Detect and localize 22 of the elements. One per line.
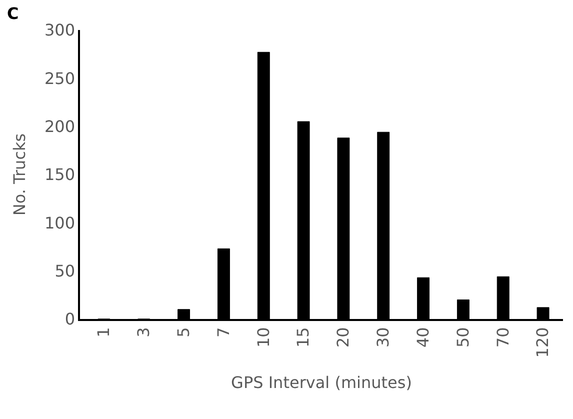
x-tick-label: 120	[533, 327, 552, 358]
x-tick-label: 10	[254, 327, 273, 348]
y-tick-label: 250	[44, 68, 76, 88]
x-tick-label: 7	[214, 327, 233, 338]
x-tick-label: 20	[334, 327, 353, 348]
y-tick-label: 0	[64, 310, 76, 329]
y-tick-label: 300	[44, 20, 76, 40]
x-tick-label: 40	[413, 327, 432, 348]
x-tick-label: 15	[294, 327, 313, 348]
x-tick-label: 5	[174, 327, 193, 338]
y-tick-label: 200	[44, 116, 76, 136]
x-axis-title: GPS Interval (minutes)	[231, 372, 412, 392]
x-tick-label: 30	[374, 327, 393, 348]
x-tick-label: 50	[453, 327, 472, 348]
x-tick-label: 3	[134, 327, 154, 338]
y-tick-label: 150	[44, 165, 76, 184]
text: C	[7, 4, 19, 23]
x-tick-label: 70	[493, 327, 512, 348]
y-tick-label: 100	[44, 213, 76, 232]
x-tick-label: 1	[94, 327, 114, 338]
y-axis-title: No. Trucks	[10, 133, 29, 216]
y-tick-label: 50	[54, 261, 76, 280]
